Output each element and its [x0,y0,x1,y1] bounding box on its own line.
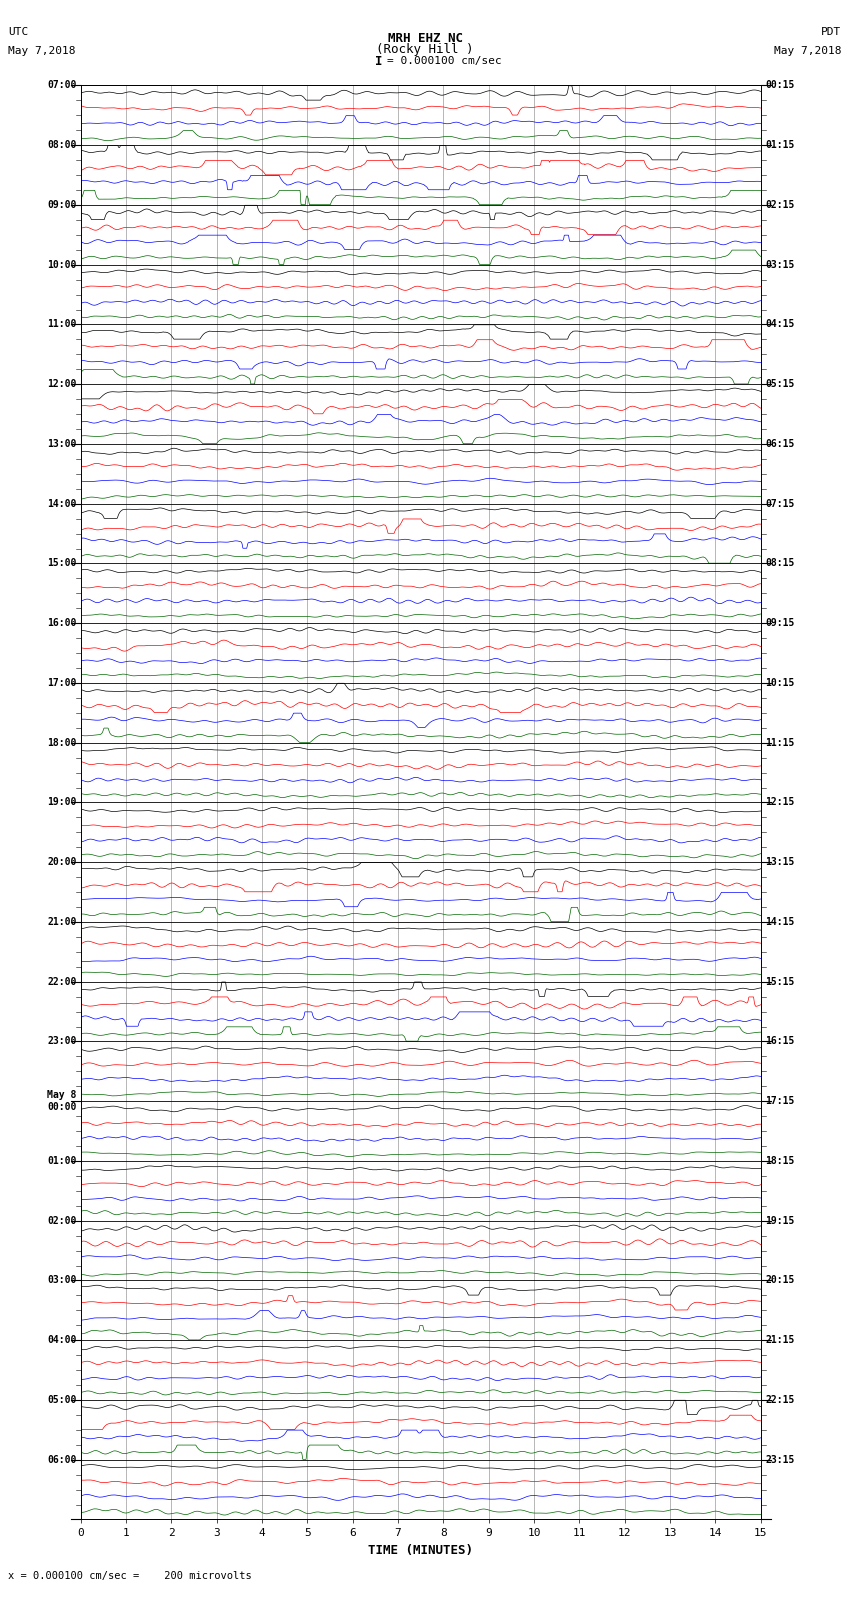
Text: 22:00: 22:00 [47,977,76,987]
Text: 03:15: 03:15 [765,260,795,269]
Text: 06:00: 06:00 [47,1455,76,1465]
Text: 12:15: 12:15 [765,797,795,808]
Text: 09:15: 09:15 [765,618,795,627]
Text: May 7,2018: May 7,2018 [774,47,842,56]
Text: 23:15: 23:15 [765,1455,795,1465]
Text: (Rocky Hill ): (Rocky Hill ) [377,44,473,56]
Text: 05:00: 05:00 [47,1395,76,1405]
Text: 20:15: 20:15 [765,1276,795,1286]
Text: 15:15: 15:15 [765,977,795,987]
Text: 23:00: 23:00 [47,1037,76,1047]
Text: 20:00: 20:00 [47,857,76,868]
Text: 11:00: 11:00 [47,319,76,329]
Text: 12:00: 12:00 [47,379,76,389]
Text: 13:15: 13:15 [765,857,795,868]
Text: 08:15: 08:15 [765,558,795,568]
Text: 14:00: 14:00 [47,498,76,508]
Text: 21:15: 21:15 [765,1336,795,1345]
Text: May 8
00:00: May 8 00:00 [47,1090,76,1111]
Text: 01:00: 01:00 [47,1157,76,1166]
Text: 13:00: 13:00 [47,439,76,448]
Text: 07:00: 07:00 [47,81,76,90]
Text: UTC: UTC [8,27,29,37]
Text: 06:15: 06:15 [765,439,795,448]
Text: PDT: PDT [821,27,842,37]
Text: 19:00: 19:00 [47,797,76,808]
Text: = 0.000100 cm/sec: = 0.000100 cm/sec [387,56,501,66]
Text: 16:00: 16:00 [47,618,76,627]
Text: 01:15: 01:15 [765,140,795,150]
Text: 02:00: 02:00 [47,1216,76,1226]
Text: I: I [375,55,382,68]
Text: 05:15: 05:15 [765,379,795,389]
Text: 17:00: 17:00 [47,677,76,689]
Text: 14:15: 14:15 [765,916,795,927]
Text: 09:00: 09:00 [47,200,76,210]
Text: 10:00: 10:00 [47,260,76,269]
Text: 22:15: 22:15 [765,1395,795,1405]
Text: 08:00: 08:00 [47,140,76,150]
Text: 04:15: 04:15 [765,319,795,329]
Text: May 7,2018: May 7,2018 [8,47,76,56]
Text: 07:15: 07:15 [765,498,795,508]
Text: 04:00: 04:00 [47,1336,76,1345]
Text: 18:00: 18:00 [47,737,76,748]
Text: 17:15: 17:15 [765,1097,795,1107]
Text: 21:00: 21:00 [47,916,76,927]
Text: 16:15: 16:15 [765,1037,795,1047]
Text: 19:15: 19:15 [765,1216,795,1226]
Text: 18:15: 18:15 [765,1157,795,1166]
X-axis label: TIME (MINUTES): TIME (MINUTES) [368,1544,473,1557]
Text: x = 0.000100 cm/sec =    200 microvolts: x = 0.000100 cm/sec = 200 microvolts [8,1571,252,1581]
Text: MRH EHZ NC: MRH EHZ NC [388,32,462,45]
Text: 11:15: 11:15 [765,737,795,748]
Text: 03:00: 03:00 [47,1276,76,1286]
Text: 15:00: 15:00 [47,558,76,568]
Text: 02:15: 02:15 [765,200,795,210]
Text: 10:15: 10:15 [765,677,795,689]
Text: 00:15: 00:15 [765,81,795,90]
